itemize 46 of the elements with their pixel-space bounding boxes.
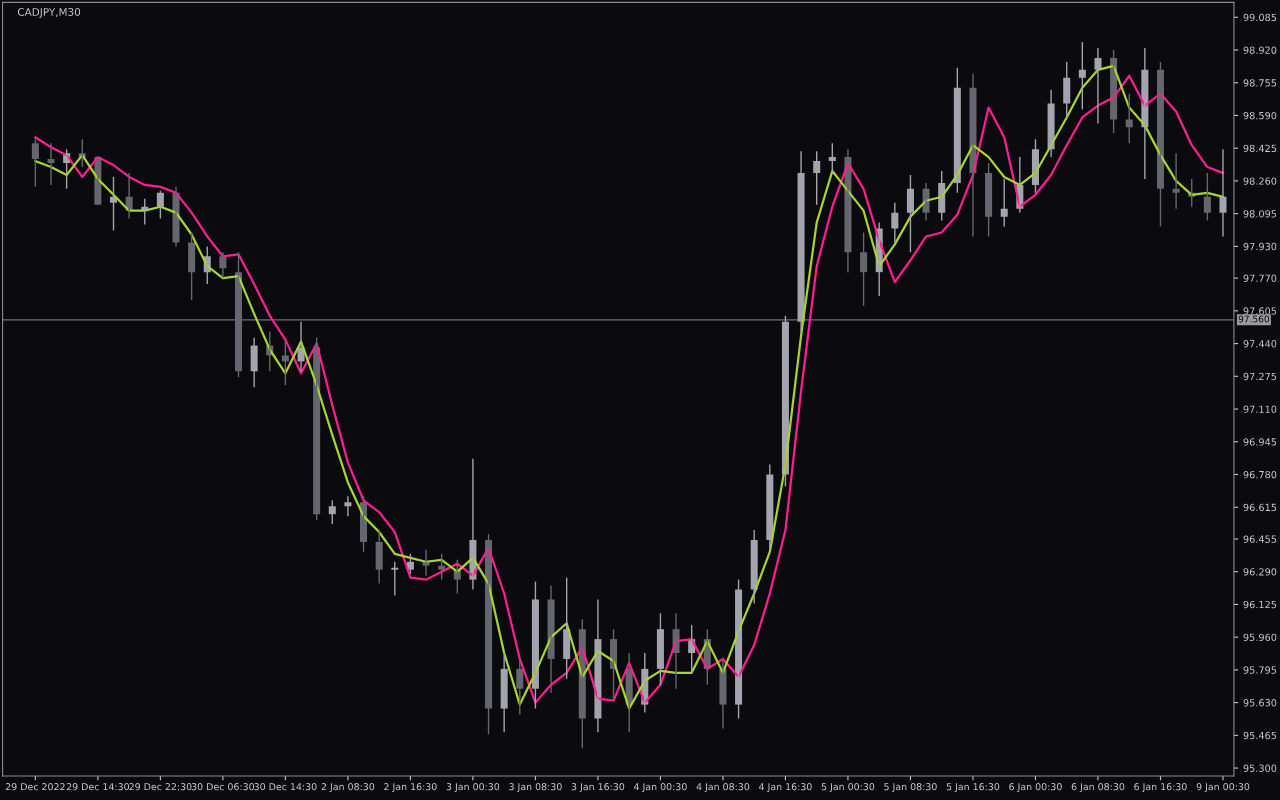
x-tick-label: 3 Jan 08:30	[509, 783, 562, 793]
x-tick-label: 29 Dec 2022	[5, 783, 65, 791]
y-tick-label: 95.630	[1243, 699, 1277, 707]
x-tick-label: 3 Jan 00:30	[446, 783, 500, 793]
text: CADJPY,M30	[17, 8, 81, 18]
x-tick-label: 30 Dec 14:30	[254, 783, 317, 791]
x-tick-label: 29 Dec 22:30	[129, 783, 192, 791]
y-tick-label: 96.945	[1243, 438, 1277, 446]
x-tick-label: 30 Dec 06:30	[191, 783, 255, 791]
y-tick-label: 98.260	[1243, 177, 1277, 185]
y-tick-label: 97.275	[1243, 372, 1277, 381]
y-tick-label: 96.125	[1243, 600, 1277, 609]
y-tick-label: 97.110	[1243, 405, 1277, 413]
y-tick-label: 96.780	[1243, 470, 1277, 479]
x-tick-label: 9 Jan 00:30	[1196, 783, 1250, 793]
x-tick-label: 5 Jan 16:30	[946, 783, 1000, 793]
x-tick-label: 2 Jan 08:30	[321, 783, 375, 793]
y-tick-label: 98.425	[1243, 144, 1277, 153]
y-tick-label: 98.095	[1243, 210, 1277, 218]
y-tick-label: 99.085	[1243, 13, 1277, 22]
x-tick-label: 6 Jan 00:30	[1009, 783, 1062, 793]
x-tick-label: 4 Jan 00:30	[634, 783, 687, 793]
y-tick-label: 96.615	[1243, 503, 1277, 512]
y-tick-label: 98.920	[1243, 46, 1277, 54]
y-tick-label: 98.590	[1243, 111, 1277, 120]
y-tick-label: 96.455	[1243, 535, 1277, 543]
x-tick-label: 6 Jan 16:30	[1134, 783, 1187, 793]
y-tick-label: 98.755	[1243, 79, 1277, 87]
x-tick-label: 3 Jan 16:30	[571, 783, 625, 793]
x-tick-label: 4 Jan 16:30	[759, 783, 812, 793]
x-tick-label: 5 Jan 08:30	[884, 783, 937, 793]
y-tick-label: 96.290	[1243, 568, 1277, 576]
ref-line-label: 97.560	[1238, 315, 1270, 323]
y-tick-label: 95.960	[1243, 633, 1277, 641]
y-tick-label: 97.930	[1243, 242, 1277, 251]
y-tick-label: 97.605	[1243, 307, 1277, 315]
x-tick-label: 2 Jan 16:30	[384, 783, 437, 793]
y-tick-label: 95.795	[1243, 666, 1277, 674]
x-tick-label: 5 Jan 00:30	[821, 783, 875, 793]
y-tick-label: 95.465	[1243, 731, 1277, 740]
y-tick-label: 95.300	[1243, 764, 1277, 772]
x-tick-label: 6 Jan 08:30	[1071, 783, 1125, 793]
x-tick-label: 29 Dec 14:30	[66, 783, 130, 791]
x-tick-label: 4 Jan 08:30	[696, 783, 750, 793]
y-tick-label: 97.440	[1243, 340, 1277, 348]
y-tick-label: 97.770	[1243, 274, 1277, 282]
